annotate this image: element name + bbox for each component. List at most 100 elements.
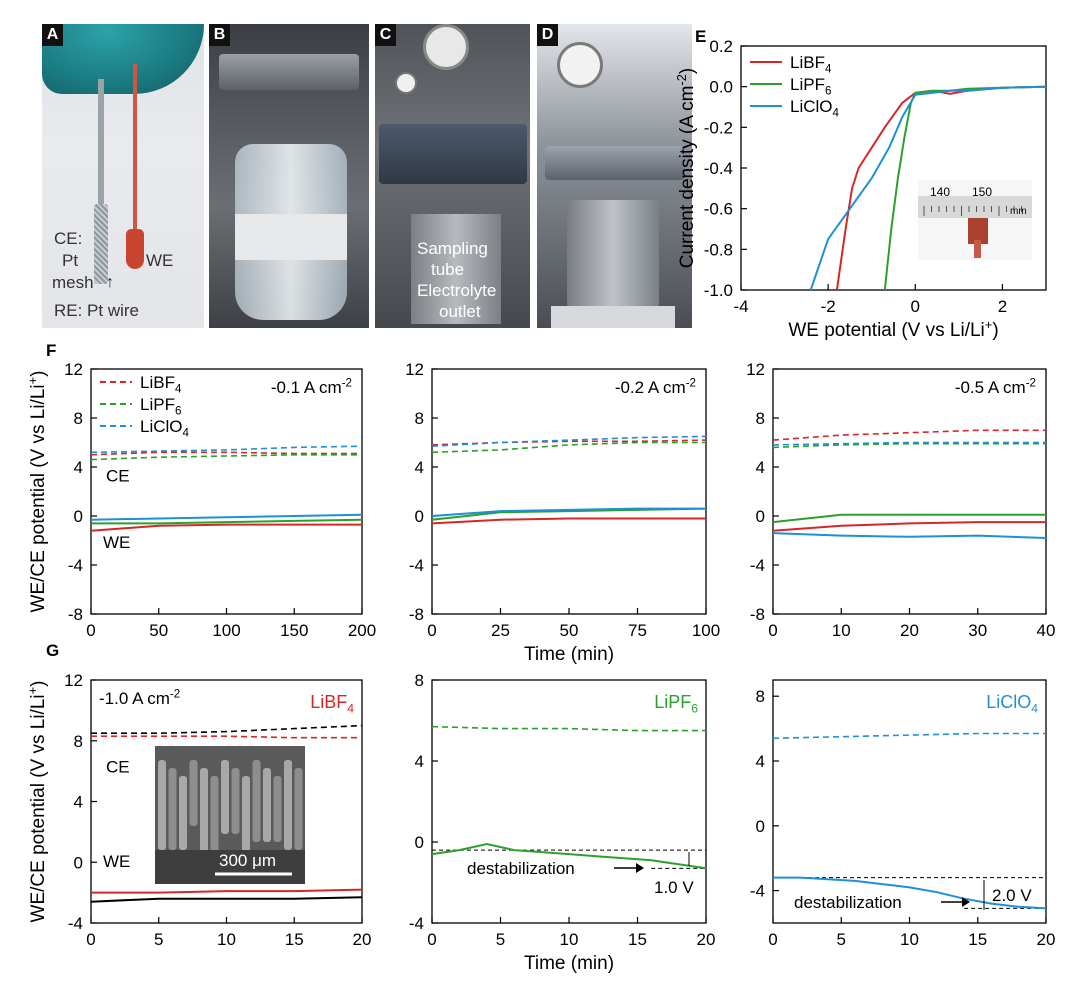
x-tick-label-F3: 10 [832,621,851,640]
electrolyte-title-G1: LiBF4​ [310,692,354,716]
series-line-F1-liclo4-ce [90,445,363,454]
y-tick-label-G1: -4 [68,914,83,933]
delta-label-G2: 1.0 V [654,878,694,897]
label-outlet: outlet [439,302,481,321]
series-line-G3-ce [772,732,1046,740]
series-line-G2-ce [431,725,706,732]
panel-label-c: C [375,24,396,46]
current-density-label-G1: -1.0 A cm-2​ [99,688,180,709]
x-tick-label-G1: 0 [86,930,95,949]
small-gauge [395,72,417,94]
steel-vessel [411,214,501,324]
flange-d [545,146,685,180]
y-axis-label-F1: WE/CE potential (V vs Li/Li+​) [25,371,49,613]
electrode-stem [974,240,981,258]
x-tick-label-G3: 15 [968,930,987,949]
photo-a: A CE: Pt mesh WE ↑ RE: Pt wire [42,24,204,328]
panel-label-a: A [42,24,63,46]
sem-dendrite [242,776,250,866]
y-tick-label-F2: 4 [415,458,424,477]
y-tick-label-G2: 0 [415,833,424,852]
electrolyte-title-G3: LiClO4​ [986,692,1038,716]
we-tip [126,229,144,269]
legend-F1-entry: LiPF6​ [140,395,181,417]
x-tick-label-G2: 10 [560,930,579,949]
series-line-F3-libf4-ce [772,429,1046,441]
series-line-F3-lipf6-ce [772,442,1046,449]
we-label-F1: WE [103,533,130,552]
series-line-G1-ce-red [91,735,362,739]
label-mesh: mesh [52,273,94,292]
teflon-collar [235,214,347,260]
x-tick-label-G1: 5 [154,930,163,949]
series-line-G1-ce-black [91,724,363,735]
x-axis-label-E: WE potential (V vs Li/Li+​) [788,317,998,341]
x-tick-label-F1: 200 [348,621,376,640]
x-tick-label-G1: 10 [217,930,236,949]
y-tick-label-F2: 0 [415,507,424,526]
x-tick-label-G2: 0 [427,930,436,949]
pressure-gauge [423,24,469,70]
x-tick-label-F3: 30 [968,621,987,640]
y-tick-label-F2: -8 [409,605,424,624]
x-tick-label-F2: 0 [427,621,436,640]
counter-electrode [98,79,104,279]
electrolyte-title-G2: LiPF6​ [654,692,698,716]
sem-dendrite [179,776,187,850]
sem-dendrite [210,776,219,858]
plot-frame-F1 [90,368,363,615]
y-tick-label-F3: 0 [756,507,765,526]
y-tick-label-F1: -8 [68,605,83,624]
sem-dendrite [263,768,271,842]
y-tick-label-F2: 8 [415,409,424,428]
sem-dendrite [284,760,292,850]
x-tick-label-F3: 0 [768,621,777,640]
series-line-F3-lipf6-we [772,513,1046,524]
reactor-flange [379,124,527,184]
y-tick-label-F1: 8 [74,409,83,428]
sem-dendrite [221,760,229,834]
series-line-G2-we [431,842,707,870]
x-tick-label-G2: 5 [496,930,505,949]
working-electrode [133,64,137,234]
x-axis-label-F2: Time (min) [524,644,614,665]
photo-b: B [209,24,369,328]
legend-E-entry: LiPF6​ [790,75,831,97]
x-tick-label-E: 2 [998,297,1007,316]
stirrer-plate [551,306,675,328]
label-tube: tube [431,260,465,279]
series-line-F1-liclo4-we [90,513,363,521]
y-tick-label-G3: 8 [756,687,765,706]
vessel-d [567,200,659,308]
destabilization-label-G3: destabilization [794,893,902,912]
label-sampling: Sampling [417,239,488,258]
destabilization-label-G2: destabilization [467,859,575,878]
x-tick-label-G3: 10 [900,930,919,949]
x-tick-label-G3: 5 [837,930,846,949]
series-line-F2-liclo4-ce [431,435,707,447]
current-density-label-F2: -0.2 A cm-2​ [615,377,696,398]
photo-c: C Sampling tube Electrolyte outlet [375,24,530,328]
panel-label-e: E [695,27,706,46]
y-tick-label-F1: 12 [64,360,83,379]
arrowhead-icon [962,897,970,907]
series-line-G3-we [773,876,1047,910]
series-line-F2-liclo4-we [431,507,706,517]
series-line-F1-libf4-ce [90,451,362,456]
sem-dendrite [189,760,198,826]
label-electrolyte: Electrolyte [417,281,497,300]
y-tick-label-F1: 0 [74,507,83,526]
series-line-E-lipf6 [883,85,1047,291]
y-axis-label-E: Current density (A cm-2​) [674,68,698,268]
series-line-F1-libf4-we [90,523,362,532]
current-density-label-F1: -0.1 A cm-2​ [271,377,352,398]
x-tick-label-F2: 25 [491,621,510,640]
gauge-d [557,42,603,88]
sem-dendrite [252,760,261,842]
x-tick-label-G2: 20 [697,930,716,949]
sem-dendrite [294,768,303,850]
legend-F1-entry: LiClO4​ [140,417,190,439]
arrowhead-icon [636,863,644,873]
y-tick-label-E: -0.8 [704,240,733,259]
